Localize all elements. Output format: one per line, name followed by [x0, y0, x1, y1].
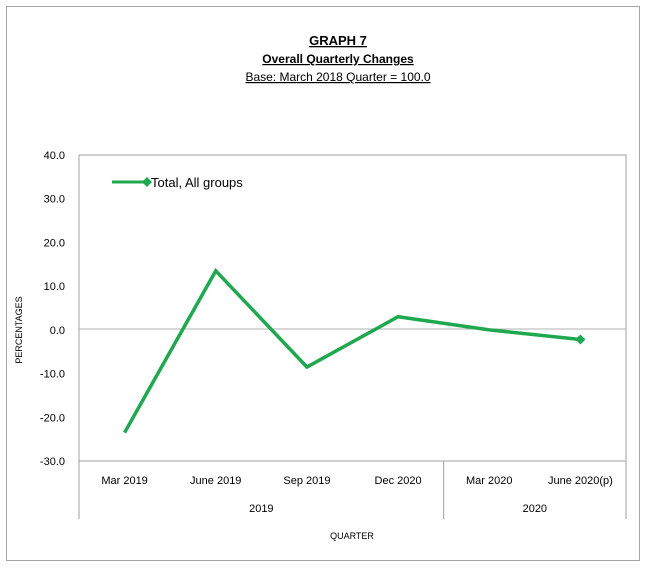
- x-tick-label: Dec 2020: [375, 475, 422, 487]
- y-tick-label: -20.0: [40, 412, 65, 424]
- legend-label: Total, All groups: [151, 175, 243, 190]
- y-tick-label: 10.0: [44, 281, 65, 293]
- chart-frame: [6, 6, 640, 561]
- y-tick-label: 20.0: [44, 237, 65, 249]
- x-tick-label: Mar 2020: [466, 475, 512, 487]
- chart-title: GRAPH 7: [309, 33, 367, 48]
- plot-area: [78, 154, 627, 462]
- series-layer: [123, 267, 586, 434]
- y-axis-title: PERCENTAGES: [14, 296, 24, 363]
- data-point-marker: [575, 334, 586, 345]
- y-tick-label: 0.0: [50, 325, 65, 337]
- x-tick-label: Mar 2019: [101, 475, 147, 487]
- y-tick-label: -10.0: [40, 369, 65, 381]
- chart-subtitle: Overall Quarterly Changes: [262, 52, 414, 66]
- x-tick-label: June 2019: [190, 475, 241, 487]
- x-tick-label: Sep 2019: [283, 475, 330, 487]
- x-group-label: 2020: [523, 503, 547, 515]
- legend-diamond-icon: [142, 177, 152, 187]
- y-tick-label: 30.0: [44, 194, 65, 206]
- x-group-label: 2019: [249, 503, 273, 515]
- series-line: [123, 267, 581, 434]
- x-axis: Mar 2019 June 2019 Sep 2019 Dec 2020 Mar 202…: [78, 461, 627, 519]
- chart-base-note: Base: March 2018 Quarter = 100.0: [245, 70, 430, 84]
- x-tick-label: June 2020(p): [548, 475, 613, 487]
- x-axis-title: QUARTER: [330, 531, 374, 541]
- legend: Total, All groups: [112, 175, 243, 190]
- y-tick-label: 40.0: [44, 150, 65, 162]
- y-axis-ticks: 40.0 30.0 20.0 10.0 0.0 -10.0 -20.0 -30.0: [40, 150, 65, 468]
- y-tick-label: -30.0: [40, 456, 65, 468]
